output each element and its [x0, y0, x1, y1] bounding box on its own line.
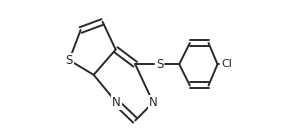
Text: Cl: Cl	[222, 59, 233, 69]
Text: N: N	[112, 96, 121, 109]
Text: S: S	[156, 58, 163, 71]
Text: S: S	[66, 54, 73, 67]
Text: N: N	[149, 96, 157, 109]
